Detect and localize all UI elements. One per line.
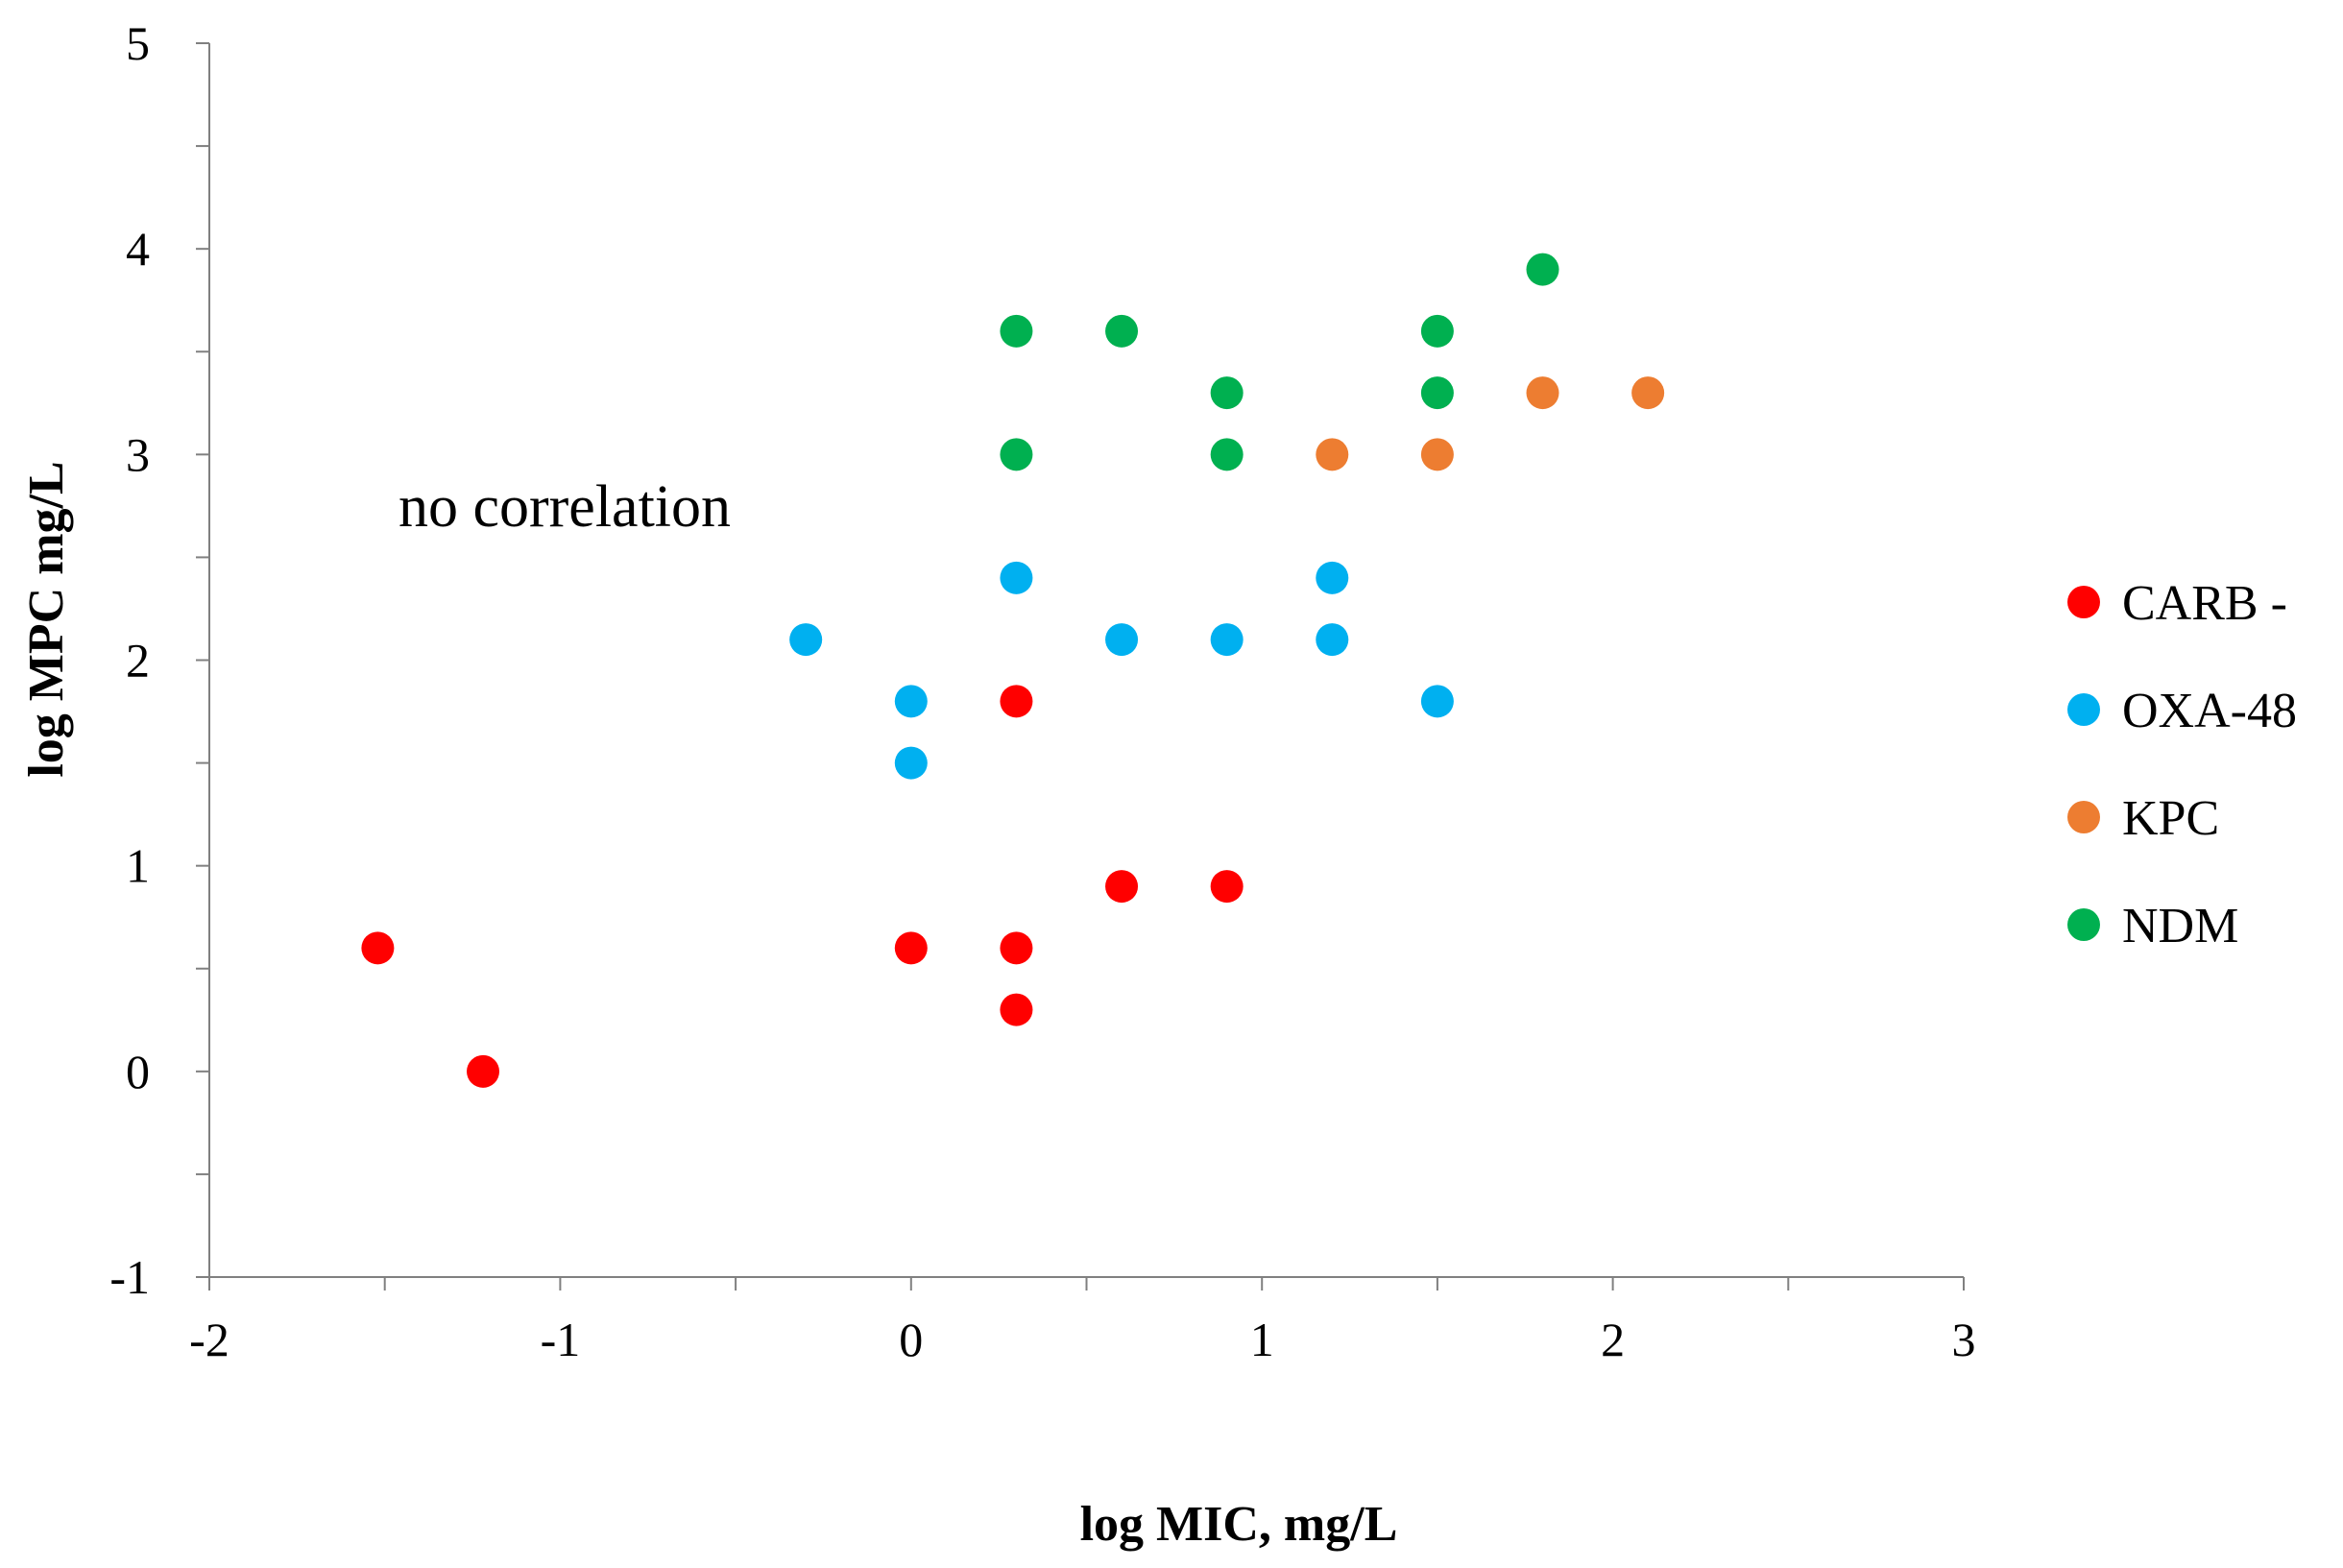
data-point-oxa-48 (894, 746, 928, 780)
legend-marker (2067, 693, 2100, 726)
data-point-carb (361, 931, 395, 965)
y-tick-label: 5 (126, 16, 150, 70)
data-point-ndm (1210, 438, 1244, 471)
x-tick-label: 3 (1952, 1313, 1976, 1366)
y-axis-title: log MPC mg/L (19, 461, 74, 777)
data-point-carb (1000, 993, 1033, 1026)
x-tick-label: 0 (899, 1313, 923, 1366)
data-point-carb (1000, 685, 1033, 718)
data-point-carb (467, 1054, 500, 1088)
data-point-oxa-48 (789, 623, 823, 657)
data-point-carb (1000, 931, 1033, 965)
y-tick-label: 1 (126, 839, 150, 893)
legend-label: NDM (2122, 899, 2238, 953)
data-point-carb (894, 931, 928, 965)
data-point-carb (1105, 870, 1139, 904)
y-tick-label: 4 (126, 222, 150, 276)
y-tick-label: 2 (126, 634, 150, 688)
legend-label: KPC (2122, 791, 2219, 846)
x-tick-label: 2 (1601, 1313, 1625, 1366)
legend-marker (2067, 801, 2100, 833)
x-tick-label: -2 (189, 1313, 229, 1366)
y-tick-label: 0 (126, 1045, 150, 1098)
ticks (196, 42, 1965, 1291)
data-point-ndm (1105, 314, 1139, 348)
data-point-ndm (1526, 253, 1559, 286)
data-point-oxa-48 (1316, 623, 1349, 657)
annotation-text: no correlation (399, 474, 731, 540)
data-point-ndm (1000, 314, 1033, 348)
x-tick-label: 1 (1250, 1313, 1274, 1366)
tick-labels: -2 -1 0 1 2 3 -1 0 1 2 3 4 5 (109, 16, 1975, 1366)
legend-marker (2067, 586, 2100, 618)
data-point-ndm (1420, 376, 1454, 410)
y-tick-label: 3 (126, 427, 150, 481)
data-point-kpc (1631, 376, 1665, 410)
x-tick-label: -1 (541, 1313, 581, 1366)
data-point-oxa-48 (1000, 561, 1033, 594)
data-point-carb (1210, 870, 1244, 904)
data-point-oxa-48 (1105, 623, 1139, 657)
data-point-kpc (1526, 376, 1559, 410)
data-point-ndm (1420, 314, 1454, 348)
x-axis-title: log MIC, mg/L (1080, 1497, 1398, 1552)
data-point-oxa-48 (894, 685, 928, 718)
legend-marker (2067, 908, 2100, 941)
axes (208, 43, 1964, 1278)
data-point-kpc (1316, 438, 1349, 471)
data-point-oxa-48 (1316, 561, 1349, 594)
data-points (361, 253, 1665, 1088)
data-point-oxa-48 (1210, 623, 1244, 657)
legend-label: OXA-48 (2122, 684, 2297, 738)
data-point-ndm (1000, 438, 1033, 471)
data-point-ndm (1210, 376, 1244, 410)
y-tick-label: -1 (109, 1250, 150, 1304)
data-point-kpc (1420, 438, 1454, 471)
data-point-oxa-48 (1420, 685, 1454, 718)
legend-label: CARB - (2122, 576, 2287, 631)
legend: CARB - OXA-48 KPC NDM (2067, 576, 2297, 953)
